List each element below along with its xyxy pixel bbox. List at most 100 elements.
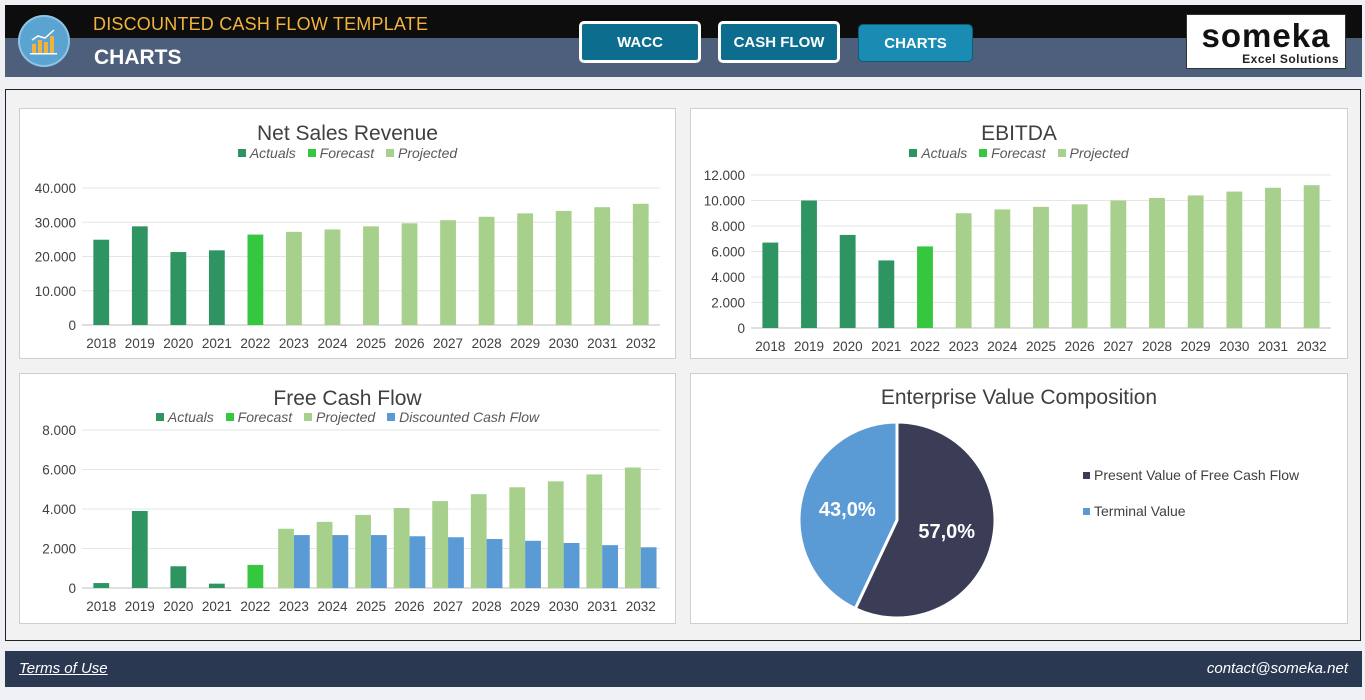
x-tick-label: 2029 bbox=[510, 599, 540, 614]
x-tick-label: 2019 bbox=[125, 336, 155, 351]
bar bbox=[1265, 187, 1281, 328]
legend-projected: Projected bbox=[304, 409, 375, 425]
x-tick-label: 2032 bbox=[626, 599, 656, 614]
app-title: DISCOUNTED CASH FLOW TEMPLATE bbox=[93, 14, 429, 34]
x-tick-label: 2029 bbox=[510, 336, 540, 351]
chart-title: Free Cash Flow bbox=[273, 387, 422, 410]
bar bbox=[1149, 197, 1165, 328]
bar bbox=[1071, 204, 1088, 328]
bar bbox=[1033, 206, 1049, 328]
legend-forecast: Forecast bbox=[307, 145, 374, 161]
x-tick-label: 2022 bbox=[910, 339, 940, 354]
pie-slice bbox=[853, 420, 997, 620]
legend-forecast: Forecast bbox=[979, 145, 1046, 161]
y-tick-label: 40.000 bbox=[35, 181, 76, 196]
x-tick-label: 2026 bbox=[395, 336, 425, 351]
bar bbox=[1110, 200, 1127, 328]
x-tick-label: 2030 bbox=[549, 336, 579, 351]
y-tick-label: 0 bbox=[68, 318, 76, 333]
pie-value-label: 43,0% bbox=[819, 499, 876, 521]
x-tick-label: 2024 bbox=[987, 339, 1018, 354]
x-tick-label: 2032 bbox=[626, 336, 656, 351]
x-tick-label: 2024 bbox=[317, 599, 348, 614]
bar bbox=[478, 216, 495, 325]
bar bbox=[994, 209, 1011, 328]
legend-projected: Projected bbox=[386, 145, 457, 161]
terms-of-use-link[interactable]: Terms of Use bbox=[19, 660, 108, 677]
bar bbox=[624, 467, 641, 588]
bar bbox=[801, 200, 817, 328]
wacc-button[interactable]: WACC bbox=[579, 21, 701, 63]
y-tick-label: 8.000 bbox=[711, 219, 745, 234]
bar bbox=[1187, 195, 1204, 328]
bar bbox=[208, 583, 225, 588]
bar bbox=[286, 231, 302, 325]
brand-tagline: Excel Solutions bbox=[1242, 52, 1339, 66]
bar bbox=[517, 213, 534, 325]
bar bbox=[324, 229, 341, 325]
x-tick-label: 2020 bbox=[833, 339, 863, 354]
bar bbox=[432, 501, 449, 588]
x-tick-label: 2021 bbox=[202, 599, 232, 614]
x-tick-label: 2027 bbox=[433, 336, 463, 351]
discounted-bar bbox=[525, 540, 541, 588]
y-tick-label: 4.000 bbox=[42, 502, 76, 517]
x-tick-label: 2019 bbox=[125, 599, 155, 614]
x-tick-label: 2022 bbox=[240, 336, 270, 351]
bar bbox=[762, 242, 779, 328]
discounted-bar bbox=[332, 535, 349, 588]
bar bbox=[247, 564, 264, 588]
x-tick-label: 2020 bbox=[163, 336, 193, 351]
bar bbox=[363, 226, 379, 325]
x-tick-label: 2028 bbox=[472, 599, 502, 614]
x-tick-label: 2025 bbox=[1026, 339, 1056, 354]
bar bbox=[1303, 185, 1320, 328]
bar bbox=[594, 207, 611, 325]
bar bbox=[401, 223, 418, 325]
x-tick-label: 2025 bbox=[356, 336, 386, 351]
x-tick-label: 2018 bbox=[755, 339, 785, 354]
contact-email-link[interactable]: contact@someka.net bbox=[1206, 660, 1348, 677]
discounted-bar bbox=[486, 539, 503, 588]
bar bbox=[170, 566, 187, 588]
chart-title: EBITDA bbox=[981, 122, 1057, 145]
y-tick-label: 0 bbox=[737, 321, 745, 336]
legend-present-value: Present Value of Free Cash Flow bbox=[1083, 467, 1299, 483]
bar bbox=[878, 260, 895, 328]
y-tick-label: 30.000 bbox=[35, 215, 76, 230]
y-tick-label: 10.000 bbox=[704, 194, 745, 209]
bar bbox=[247, 234, 264, 325]
bar bbox=[955, 213, 972, 328]
legend-forecast: Forecast bbox=[225, 409, 292, 425]
chart-legend: Actuals Forecast Projected bbox=[691, 145, 1347, 161]
charts-button[interactable]: CHARTS bbox=[858, 24, 973, 62]
free-cash-flow-chart[interactable]: Free Cash Flow Actuals Forecast Projecte… bbox=[19, 373, 676, 624]
app-logo bbox=[18, 15, 70, 67]
x-tick-label: 2020 bbox=[163, 599, 193, 614]
x-tick-label: 2031 bbox=[587, 599, 617, 614]
ev-composition-chart[interactable]: Enterprise Value Composition 57,0% 43,0% … bbox=[690, 373, 1348, 624]
ebitda-chart[interactable]: EBITDA Actuals Forecast Projected 0 2.000… bbox=[690, 108, 1348, 359]
y-tick-label: 2.000 bbox=[711, 296, 745, 311]
bar bbox=[917, 246, 933, 328]
bar bbox=[278, 528, 294, 588]
net-sales-chart[interactable]: Net Sales Revenue Actuals Forecast Proje… bbox=[19, 108, 676, 359]
x-tick-label: 2021 bbox=[871, 339, 901, 354]
bar bbox=[131, 510, 148, 588]
discounted-bar bbox=[640, 547, 657, 588]
bar bbox=[93, 583, 110, 588]
y-tick-label: 8.000 bbox=[42, 423, 76, 438]
bar bbox=[632, 203, 649, 325]
y-tick-label: 6.000 bbox=[711, 245, 745, 260]
cash-flow-button[interactable]: CASH FLOW bbox=[718, 21, 840, 63]
x-tick-label: 2018 bbox=[86, 599, 116, 614]
x-tick-label: 2028 bbox=[472, 336, 502, 351]
legend-discounted-cash-flow: Discounted Cash Flow bbox=[387, 409, 539, 425]
bar bbox=[555, 210, 572, 325]
legend-projected: Projected bbox=[1057, 145, 1129, 161]
chart-title: Net Sales Revenue bbox=[257, 122, 438, 145]
x-tick-label: 2025 bbox=[356, 599, 386, 614]
someka-logo[interactable]: someka Excel Solutions bbox=[1186, 14, 1346, 69]
x-tick-label: 2027 bbox=[433, 599, 463, 614]
bar bbox=[440, 220, 456, 325]
